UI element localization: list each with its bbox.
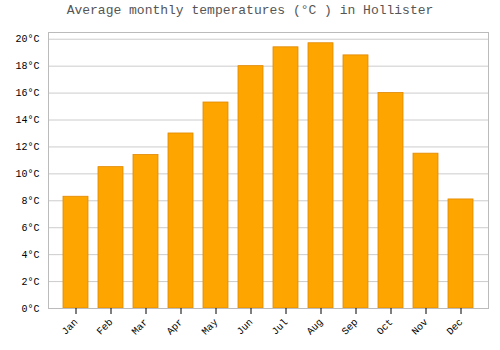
svg-text:Dec: Dec	[445, 317, 466, 338]
svg-text:Oct: Oct	[375, 317, 396, 338]
svg-text:0°C: 0°C	[21, 304, 39, 315]
svg-text:Jun: Jun	[235, 317, 256, 338]
svg-text:16°C: 16°C	[15, 88, 39, 99]
svg-text:Mar: Mar	[130, 317, 151, 338]
svg-text:Aug: Aug	[305, 317, 326, 338]
svg-text:Jan: Jan	[60, 317, 81, 338]
svg-text:Jul: Jul	[270, 317, 291, 338]
svg-text:Nov: Nov	[410, 317, 431, 338]
svg-text:4°C: 4°C	[21, 250, 39, 261]
svg-text:Sep: Sep	[340, 317, 361, 338]
svg-text:12°C: 12°C	[15, 142, 39, 153]
svg-text:20°C: 20°C	[15, 34, 39, 45]
svg-text:14°C: 14°C	[15, 115, 39, 126]
svg-text:8°C: 8°C	[21, 196, 39, 207]
svg-text:Apr: Apr	[165, 317, 186, 338]
svg-text:10°C: 10°C	[15, 169, 39, 180]
svg-text:18°C: 18°C	[15, 61, 39, 72]
svg-text:6°C: 6°C	[21, 223, 39, 234]
svg-text:May: May	[200, 317, 221, 338]
svg-text:Feb: Feb	[95, 317, 116, 338]
html-text:Average monthly temperatures (: Average monthly temperatures (°C ) in Ho…	[66, 3, 434, 18]
svg-text:2°C: 2°C	[21, 277, 39, 288]
